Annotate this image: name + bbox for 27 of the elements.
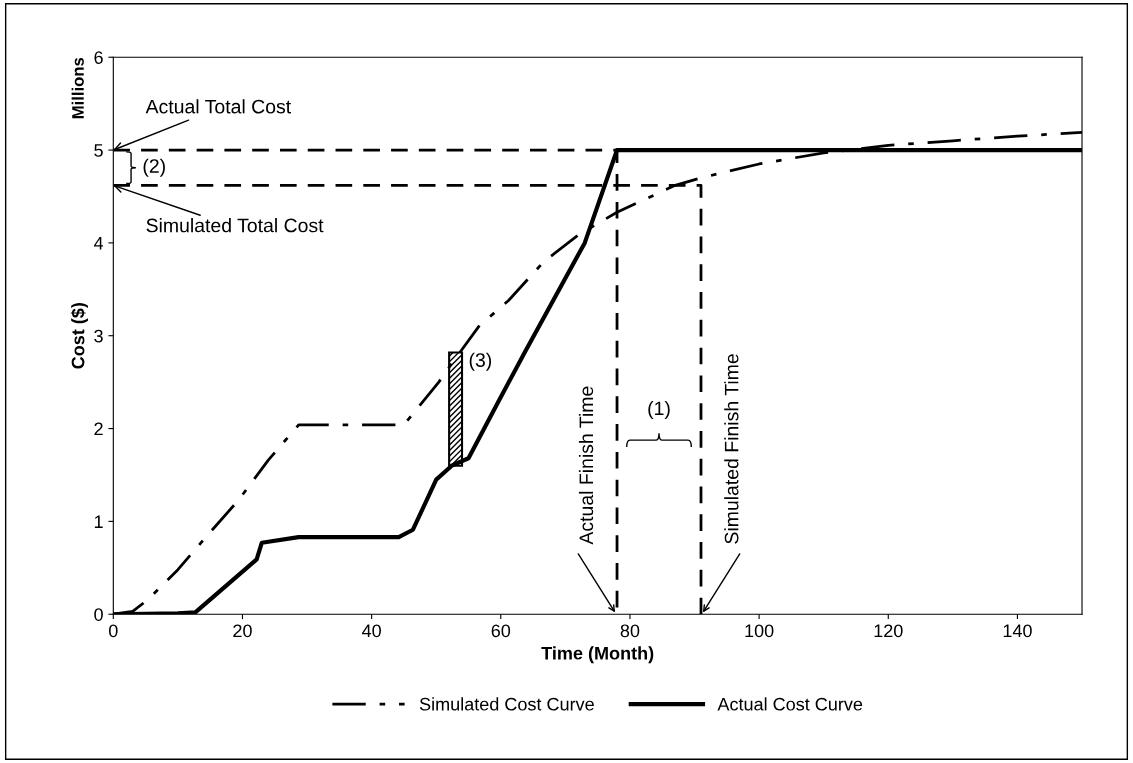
y-tick-label: 3 bbox=[94, 329, 103, 343]
annotation: (2) bbox=[143, 158, 165, 177]
annotation: Simulated Total Cost bbox=[146, 218, 324, 233]
x-tick-label: 140 bbox=[1003, 624, 1032, 638]
y-tick-label: 6 bbox=[94, 51, 103, 64]
y-tick-label: 2 bbox=[94, 422, 103, 436]
annotation: Actual Total Cost bbox=[145, 99, 291, 114]
y-tick-label: 5 bbox=[94, 144, 103, 157]
annotation: Actual Finish Time bbox=[578, 386, 594, 545]
annotation: Simulated Finish Time bbox=[724, 354, 739, 544]
legend-label: Simulated Cost Curve bbox=[419, 697, 594, 711]
x-axis-title: Time (Month) bbox=[541, 646, 654, 664]
x-tick-label: 80 bbox=[620, 624, 640, 638]
x-tick-label: 120 bbox=[874, 624, 903, 638]
x-tick-label: 60 bbox=[491, 624, 511, 638]
annotation: (1) bbox=[648, 400, 670, 420]
y-axis-title: Cost ($) bbox=[70, 303, 88, 369]
annotation: (3) bbox=[469, 352, 492, 371]
x-tick-label: 0 bbox=[108, 624, 118, 638]
text: Millions bbox=[71, 57, 84, 119]
legend-label: Actual Cost Curve bbox=[717, 697, 863, 711]
x-tick-label: 100 bbox=[745, 624, 774, 638]
x-tick-label: 20 bbox=[233, 624, 252, 638]
y-tick-label: 4 bbox=[93, 237, 104, 250]
y-tick-label: 1 bbox=[94, 515, 103, 528]
y-tick-label: 0 bbox=[94, 608, 103, 621]
x-tick-label: 40 bbox=[362, 624, 381, 638]
